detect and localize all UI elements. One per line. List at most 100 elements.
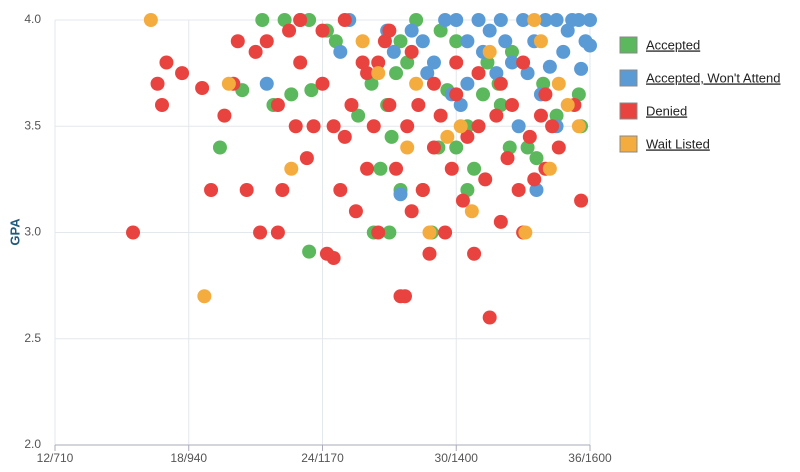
point — [275, 183, 290, 197]
point — [337, 129, 352, 144]
point — [478, 172, 493, 187]
legend-item[interactable]: Denied — [619, 102, 687, 120]
point — [460, 129, 475, 144]
point — [529, 151, 544, 166]
point — [571, 87, 586, 102]
point — [195, 81, 210, 95]
point — [393, 187, 408, 202]
point — [409, 76, 424, 91]
point — [493, 214, 508, 229]
x-tick-label: 18/940 — [170, 451, 207, 465]
point — [382, 98, 397, 112]
point — [422, 246, 437, 261]
point — [467, 246, 482, 261]
point — [221, 76, 236, 91]
point — [284, 87, 299, 102]
point — [476, 87, 490, 102]
point — [500, 151, 515, 166]
point — [545, 119, 560, 134]
point — [493, 98, 508, 112]
point — [293, 55, 308, 70]
point — [426, 55, 441, 70]
legend-item[interactable]: Accepted — [619, 36, 700, 54]
point — [520, 66, 535, 81]
point — [384, 129, 399, 144]
point — [212, 140, 227, 155]
point — [482, 44, 497, 59]
point — [433, 108, 448, 123]
legend-swatch — [619, 102, 638, 120]
point — [449, 34, 464, 49]
legend-label: Wait Listed — [646, 136, 710, 151]
x-tick-label: 36/1600 — [568, 451, 612, 465]
point — [315, 76, 330, 91]
point — [551, 140, 566, 155]
point — [583, 13, 597, 27]
point — [433, 23, 448, 38]
point — [551, 76, 566, 91]
point — [565, 13, 580, 27]
point — [143, 13, 158, 27]
point — [415, 183, 430, 197]
point — [480, 55, 495, 70]
point — [449, 13, 464, 27]
point — [355, 55, 370, 70]
point — [536, 76, 551, 91]
point — [400, 55, 415, 70]
point — [397, 289, 412, 304]
point — [126, 225, 141, 240]
x-tick-label: 12/710 — [37, 451, 74, 465]
point — [404, 204, 419, 219]
point — [426, 140, 441, 155]
point — [364, 76, 379, 91]
point — [259, 34, 274, 49]
point — [574, 61, 589, 76]
point — [504, 55, 519, 70]
legend-swatch — [619, 69, 638, 87]
point — [467, 161, 482, 176]
point — [460, 34, 475, 49]
legend-item[interactable]: Wait Listed — [619, 135, 710, 153]
point — [583, 38, 597, 53]
point — [440, 129, 455, 144]
point — [315, 23, 330, 38]
point — [304, 83, 319, 98]
point — [411, 98, 426, 112]
point — [511, 119, 526, 134]
point — [393, 34, 408, 49]
point — [277, 13, 292, 27]
point — [449, 87, 464, 102]
point — [204, 183, 219, 197]
point — [471, 119, 486, 134]
point — [556, 44, 571, 59]
point — [493, 76, 508, 91]
point — [549, 108, 564, 123]
point — [366, 119, 381, 134]
point — [270, 98, 285, 112]
point — [386, 44, 401, 59]
point — [282, 23, 297, 38]
point — [293, 13, 308, 27]
x-tick-label: 30/1400 — [435, 451, 479, 465]
point — [516, 13, 531, 27]
legend-item[interactable]: Accepted, Won't Attend — [619, 69, 781, 87]
point — [351, 108, 366, 123]
point — [522, 129, 537, 144]
point — [527, 172, 542, 187]
point — [230, 34, 245, 49]
point — [504, 44, 519, 59]
point — [571, 119, 586, 134]
point — [284, 161, 299, 176]
point — [373, 161, 388, 176]
point — [382, 23, 397, 38]
point — [504, 98, 519, 112]
legend-label: Accepted, Won't Attend — [646, 70, 781, 85]
point — [426, 76, 441, 91]
point — [344, 98, 359, 112]
point — [248, 44, 263, 59]
legend-label: Denied — [646, 103, 687, 118]
point — [449, 55, 464, 70]
y-tick-label: 2.5 — [24, 331, 41, 345]
y-axis-title: GPA — [7, 218, 22, 246]
point — [449, 140, 464, 155]
